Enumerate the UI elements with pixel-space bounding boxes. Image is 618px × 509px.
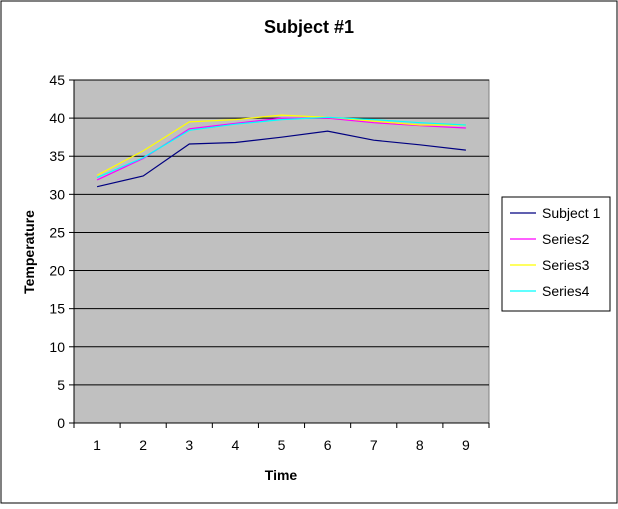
x-axis-label: Time [265, 467, 298, 483]
x-tick-label: 5 [278, 437, 286, 453]
x-tick-label: 7 [370, 437, 378, 453]
y-tick-label: 15 [49, 301, 65, 317]
chart-title: Subject #1 [264, 17, 354, 37]
series-line-4 [96, 116, 466, 179]
series-line-1 [96, 130, 466, 188]
y-tick-label: 45 [49, 72, 65, 88]
plot-background [73, 79, 490, 424]
y-axis-label: Temperature [21, 210, 37, 294]
y-tick-label: 25 [49, 224, 65, 240]
x-tick-label: 2 [139, 437, 147, 453]
x-tick-label: 8 [416, 437, 424, 453]
y-tick-label: 20 [49, 263, 65, 279]
legend-label-4: Series4 [542, 283, 590, 299]
legend-label-3: Series3 [542, 257, 590, 273]
y-tick-label: 5 [57, 377, 65, 393]
legend-label-1: Subject 1 [542, 205, 601, 221]
x-tick-label: 6 [324, 437, 332, 453]
y-tick-label: 35 [49, 148, 65, 164]
series-line-3 [96, 114, 466, 176]
legend: Subject 1 Series2 Series3 Series4 [501, 196, 611, 312]
x-tick-label: 9 [462, 437, 470, 453]
x-tick-label: 4 [231, 437, 239, 453]
y-tick-label: 0 [57, 415, 65, 431]
legend-box [501, 196, 611, 312]
x-tick-label: 1 [93, 437, 101, 453]
y-tick-label: 10 [49, 339, 65, 355]
y-tick-label: 30 [49, 186, 65, 202]
y-tick-label: 40 [49, 110, 65, 126]
x-tick-label: 3 [185, 437, 193, 453]
legend-label-2: Series2 [542, 231, 590, 247]
